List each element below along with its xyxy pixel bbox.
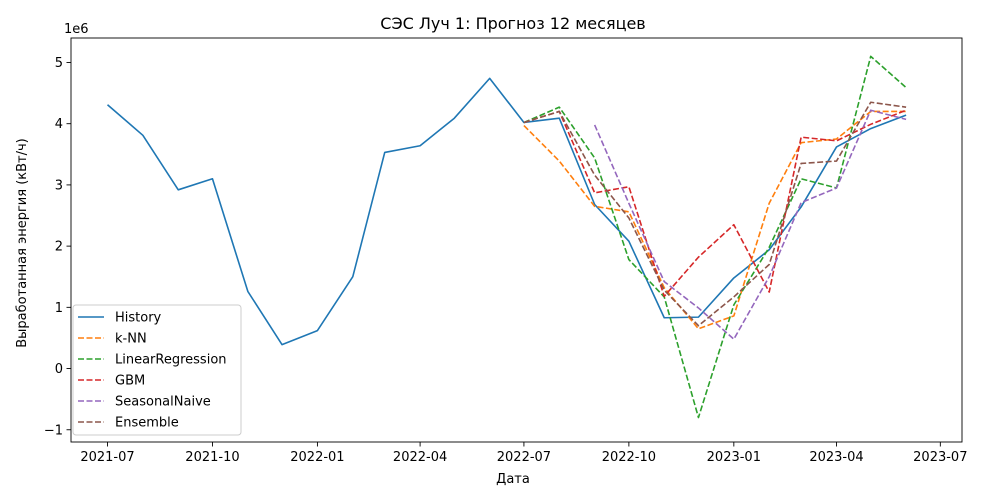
legend-label: k-NN [115, 332, 147, 347]
legend-label: LinearRegression [115, 353, 227, 368]
y-tick-label: 3 [55, 178, 63, 193]
series-line-seasonalnaive [593, 109, 907, 340]
x-tick-label: 2023-04 [809, 450, 863, 465]
legend-label: GBM [115, 374, 145, 389]
series-line-ensemble [523, 101, 907, 327]
x-tick-label: 2021-10 [185, 450, 239, 465]
x-axis-label: Дата [496, 472, 530, 487]
series-line-history [106, 77, 907, 346]
series-line-linearregression [523, 55, 907, 419]
y-tick-label: −1 [44, 423, 63, 438]
legend-label: History [115, 311, 162, 326]
series-line-k-nn [523, 110, 907, 330]
legend-label: Ensemble [115, 416, 179, 431]
plot-area [106, 55, 907, 419]
y-tick-label: 2 [55, 240, 63, 255]
y-tick-label: 0 [55, 362, 63, 377]
y-tick-label: 5 [55, 56, 63, 71]
chart-title: СЭС Луч 1: Прогноз 12 месяцев [380, 14, 645, 33]
legend: History k-NN LinearRegression GBM SeasonalNa… [72, 304, 242, 436]
x-tick-label: 2023-01 [707, 450, 761, 465]
x-tick-label: 2022-04 [393, 450, 447, 465]
x-tick-label: 2021-07 [80, 450, 134, 465]
legend-box [72, 304, 242, 436]
legend-label: SeasonalNaive [115, 395, 211, 410]
y-axis-label: Выработанная энергия (кВт/ч) [15, 138, 30, 348]
y-tick-label: 4 [55, 117, 63, 132]
y-scale-label: 1e6 [64, 22, 89, 37]
axes: 2021-07 2021-10 2022-01 2022-04 2022-07 2022-… [44, 37, 967, 465]
x-tick-label: 2022-10 [602, 450, 656, 465]
y-tick-label: 1 [55, 301, 63, 316]
plot-frame [70, 37, 963, 443]
x-tick-label: 2022-01 [290, 450, 344, 465]
series-line-gbm [523, 109, 907, 298]
x-tick-label: 2022-07 [497, 450, 551, 465]
x-tick-label: 2023-07 [913, 450, 967, 465]
